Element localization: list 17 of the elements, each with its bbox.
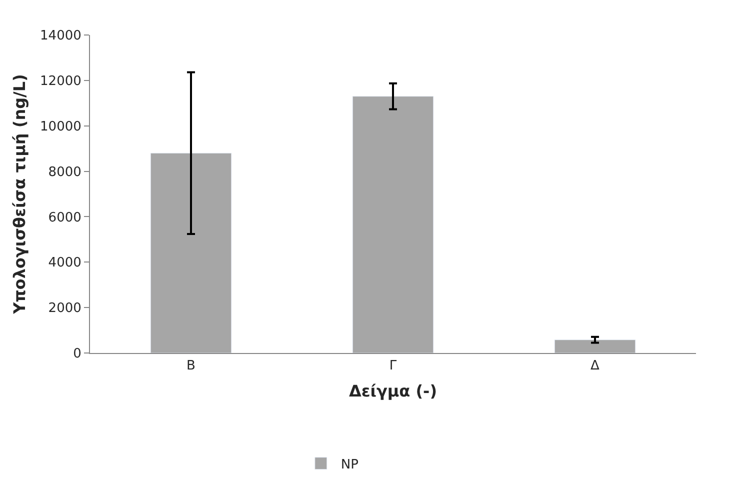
x-axis-title: Δείγμα (-)	[348, 381, 438, 400]
y-tick-label: 4000	[48, 256, 82, 271]
x-tick-label: Β	[186, 358, 196, 374]
legend-label: NP	[340, 457, 359, 472]
bar	[554, 340, 636, 353]
y-tick-label: 0	[73, 346, 82, 362]
y-tick-label: 10000	[40, 119, 82, 134]
y-tick-label: 12000	[40, 74, 82, 89]
y-tick-label: 14000	[40, 28, 82, 44]
x-tick-label: Δ	[590, 358, 600, 374]
bar	[352, 96, 434, 353]
y-tick-label: 2000	[48, 301, 82, 316]
y-tick-label: 8000	[48, 164, 82, 180]
y-tick-label: 6000	[48, 210, 82, 226]
x-tick-label: Γ	[389, 358, 398, 374]
bar	[150, 152, 232, 353]
y-axis-title: Υπολογισθείσα τιμή (ng/L)	[10, 74, 29, 315]
